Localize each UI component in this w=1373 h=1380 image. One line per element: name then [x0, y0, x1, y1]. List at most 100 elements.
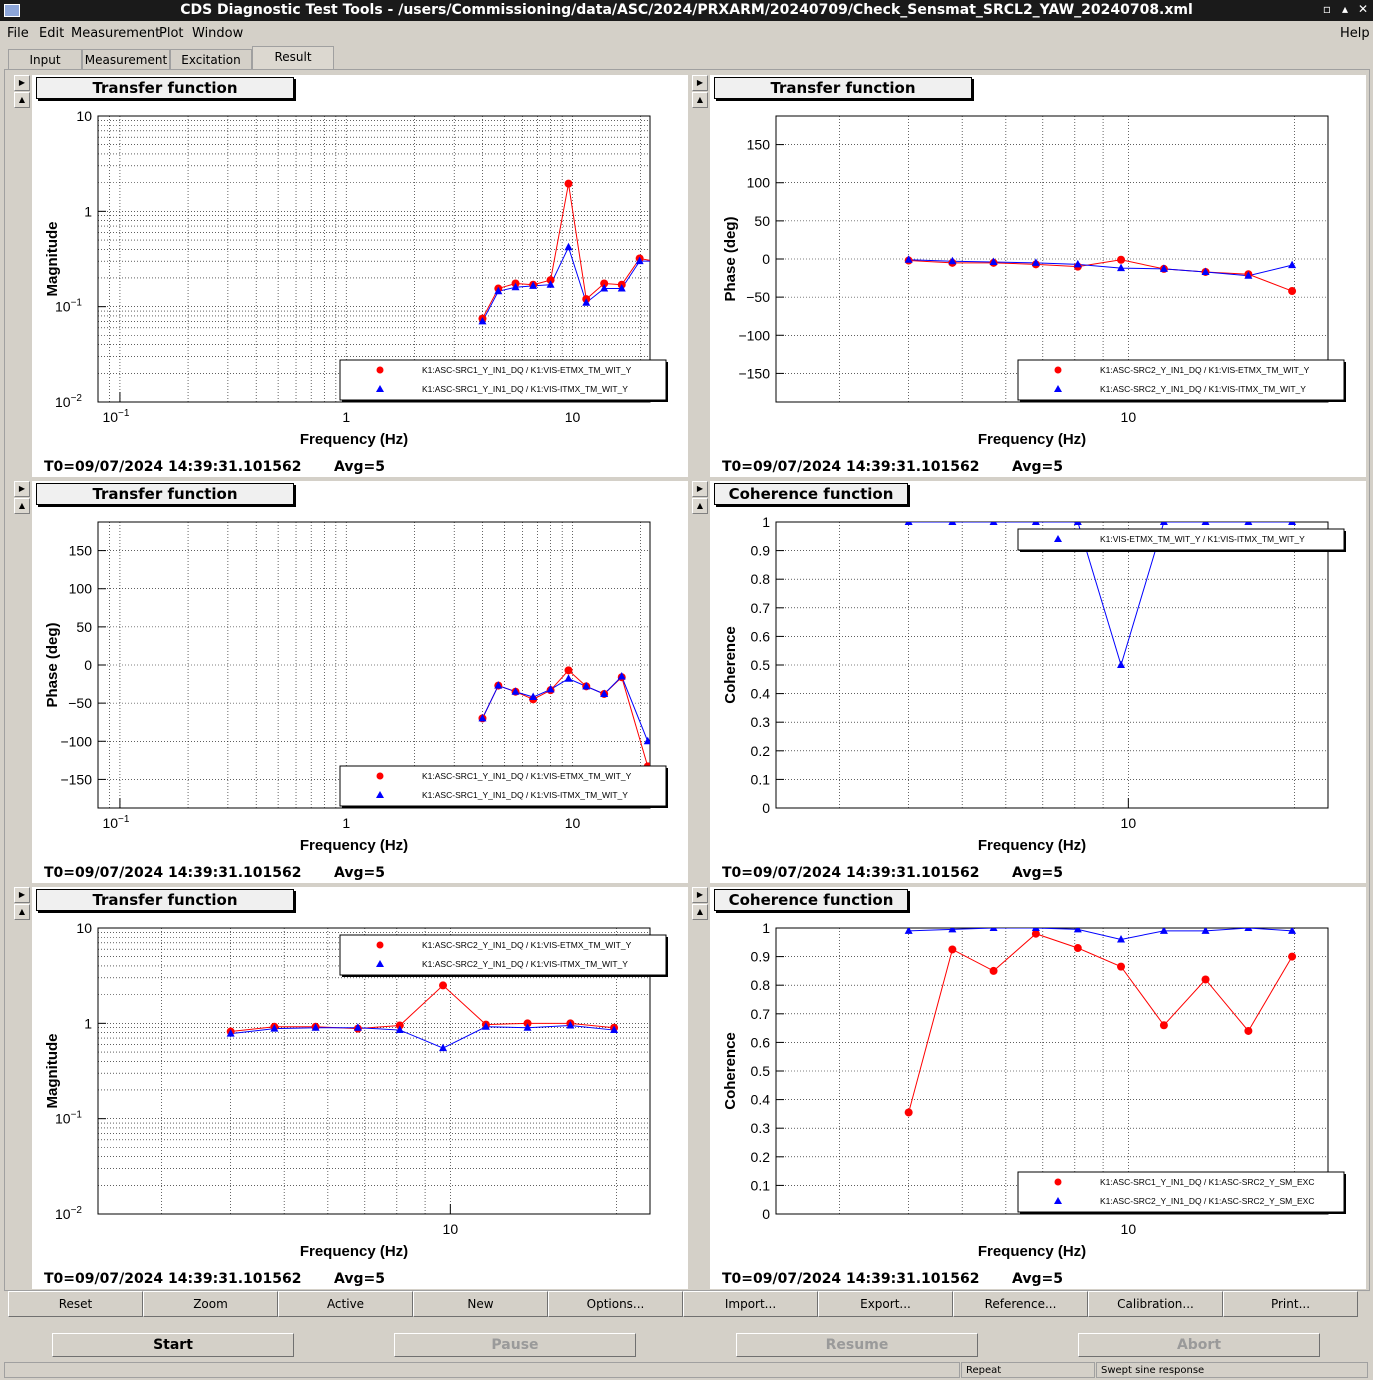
expand-arrow-icon[interactable]: ▶: [14, 887, 30, 903]
close-icon[interactable]: ✕: [1357, 2, 1369, 16]
menu-plot[interactable]: Plot: [159, 26, 184, 41]
y-tick-label: 10−2: [55, 1205, 82, 1222]
zoom-button[interactable]: Zoom: [143, 1291, 278, 1317]
collapse-arrow-icon[interactable]: ▲: [692, 92, 708, 108]
menu-measurement[interactable]: Measurement: [71, 26, 161, 41]
avg-label: Avg=5: [1012, 1271, 1063, 1287]
y-tick-label: 150: [747, 137, 771, 153]
y-tick-label: 0.5: [751, 657, 771, 673]
data-point: [529, 692, 538, 701]
chart-svg[interactable]: −150 −100 −50 0 50 100 150 10−1 1 10 Frequency (Hz…: [32, 481, 688, 883]
collapse-arrow-icon[interactable]: ▲: [14, 498, 30, 514]
legend-label: K1:ASC-SRC1_Y_IN1_DQ / K1:VIS-ETMX_TM_WI…: [422, 771, 632, 781]
reference-button[interactable]: Reference...: [953, 1291, 1088, 1317]
legend-marker: [376, 385, 384, 392]
expand-arrow-icon[interactable]: ▶: [692, 75, 708, 91]
print-button[interactable]: Print...: [1223, 1291, 1358, 1317]
plot-canvas[interactable]: Transfer function 10−2 10−1 1 10 10−1 1 10 Freq…: [32, 75, 688, 477]
tab-input[interactable]: Input: [8, 49, 82, 70]
chart-svg[interactable]: 10−2 10−1 1 10 10−1 1 10 Frequency (Hz) Magnitud…: [32, 75, 688, 477]
collapse-arrow-icon[interactable]: ▲: [14, 904, 30, 920]
legend-label: K1:ASC-SRC2_Y_IN1_DQ / K1:VIS-ETMX_TM_WI…: [1100, 365, 1310, 375]
legend-label: K1:ASC-SRC2_Y_IN1_DQ / K1:VIS-ITMX_TM_WI…: [422, 959, 628, 969]
plot-canvas[interactable]: Coherence function 0 0.1 0.2 0.3 0.4 0.5 0.6 0.…: [710, 887, 1366, 1289]
active-button[interactable]: Active: [278, 1291, 413, 1317]
data-point: [395, 1021, 404, 1030]
plot-canvas[interactable]: Transfer function 10−2 10−1 1 10 10 Frequency…: [32, 887, 688, 1289]
export-button[interactable]: Export...: [818, 1291, 953, 1317]
y-tick-label: 1: [84, 203, 92, 219]
data-point: [1117, 660, 1126, 668]
y-tick-label: 150: [69, 543, 93, 559]
menu-edit[interactable]: Edit: [39, 26, 65, 41]
chart-svg[interactable]: −150 −100 −50 0 50 100 150 10 Frequency (Hz) Phas…: [710, 75, 1366, 477]
y-axis-label: Magnitude: [44, 222, 61, 297]
legend-marker: [376, 366, 384, 374]
plot-canvas[interactable]: Transfer function −150 −100 −50 0 50 100 150 10…: [32, 481, 688, 883]
y-tick-label: 0.8: [751, 977, 771, 993]
legend-marker: [1054, 1178, 1062, 1186]
new-button[interactable]: New: [413, 1291, 548, 1317]
options-button[interactable]: Options...: [548, 1291, 683, 1317]
y-tick-label: 0.2: [751, 743, 771, 759]
data-point: [511, 687, 520, 695]
tab-excitation[interactable]: Excitation: [170, 49, 252, 70]
x-tick-label: 10: [1121, 815, 1137, 831]
data-point: [564, 179, 573, 188]
reset-button[interactable]: Reset: [8, 1291, 143, 1317]
calibration-button[interactable]: Calibration...: [1088, 1291, 1223, 1317]
y-tick-label: 0.3: [751, 714, 771, 730]
series-line: [482, 183, 650, 319]
data-point: [353, 1023, 362, 1031]
x-axis-label: Frequency (Hz): [978, 431, 1086, 448]
data-point: [600, 284, 609, 292]
collapse-arrow-icon[interactable]: ▲: [14, 92, 30, 108]
data-point: [650, 257, 658, 265]
x-tick-label: 1: [342, 815, 350, 831]
y-axis-label: Coherence: [722, 1032, 739, 1110]
collapse-arrow-icon[interactable]: ▲: [692, 498, 708, 514]
data-point: [1031, 522, 1040, 525]
data-point: [617, 671, 626, 680]
expand-arrow-icon[interactable]: ▶: [14, 481, 30, 497]
x-axis-label: Frequency (Hz): [978, 837, 1086, 854]
chart-svg[interactable]: 0 0.1 0.2 0.3 0.4 0.5 0.6 0.7 0.8 0.9 1 10 Frequency…: [710, 887, 1366, 1289]
pause-button[interactable]: Pause: [394, 1333, 636, 1357]
resume-button[interactable]: Resume: [736, 1333, 978, 1357]
collapse-arrow-icon[interactable]: ▲: [692, 904, 708, 920]
x-axis-label: Frequency (Hz): [300, 837, 408, 854]
data-point: [564, 674, 573, 682]
series-line: [908, 259, 1293, 292]
plot-canvas[interactable]: Transfer function −150 −100 −50 0 50 100 150 10…: [710, 75, 1366, 477]
data-point: [1031, 258, 1040, 266]
t0-label: T0=09/07/2024 14:39:31.101562: [722, 865, 980, 881]
legend-marker: [1054, 1197, 1062, 1204]
menu-window[interactable]: Window: [192, 26, 244, 41]
legend-box: [339, 765, 667, 807]
plot-canvas[interactable]: Coherence function 0 0.1 0.2 0.3 0.4 0.5 0.6 0.…: [710, 481, 1366, 883]
legend-label: K1:ASC-SRC2_Y_IN1_DQ / K1:ASC-SRC2_Y_SM_…: [1100, 1196, 1314, 1206]
panel-title: Transfer function: [36, 889, 294, 911]
tab-measurement[interactable]: Measurement: [82, 49, 170, 70]
data-point: [904, 522, 913, 525]
chart-svg[interactable]: 0 0.1 0.2 0.3 0.4 0.5 0.6 0.7 0.8 0.9 1 10 Frequency…: [710, 481, 1366, 883]
menu-file[interactable]: File: [7, 26, 29, 41]
grid: [776, 521, 1328, 809]
expand-arrow-icon[interactable]: ▶: [692, 481, 708, 497]
menu-help[interactable]: Help: [1340, 26, 1370, 41]
y-tick-label: 0.3: [751, 1120, 771, 1136]
chart-svg[interactable]: 10−2 10−1 1 10 10 Frequency (Hz) Magnitude K1:A…: [32, 887, 688, 1289]
data-point: [226, 1029, 235, 1037]
tab-result[interactable]: Result: [252, 46, 334, 70]
maximize-icon[interactable]: ▴: [1341, 2, 1349, 16]
series-group: [226, 981, 619, 1052]
data-point: [494, 286, 503, 295]
data-point: [1117, 934, 1126, 943]
expand-arrow-icon[interactable]: ▶: [14, 75, 30, 91]
start-button[interactable]: Start: [52, 1333, 294, 1357]
abort-button[interactable]: Abort: [1078, 1333, 1320, 1357]
import-button[interactable]: Import...: [683, 1291, 818, 1317]
expand-arrow-icon[interactable]: ▶: [692, 887, 708, 903]
window-menu-icon[interactable]: [4, 4, 20, 17]
minimize-icon[interactable]: ▫: [1322, 2, 1332, 16]
